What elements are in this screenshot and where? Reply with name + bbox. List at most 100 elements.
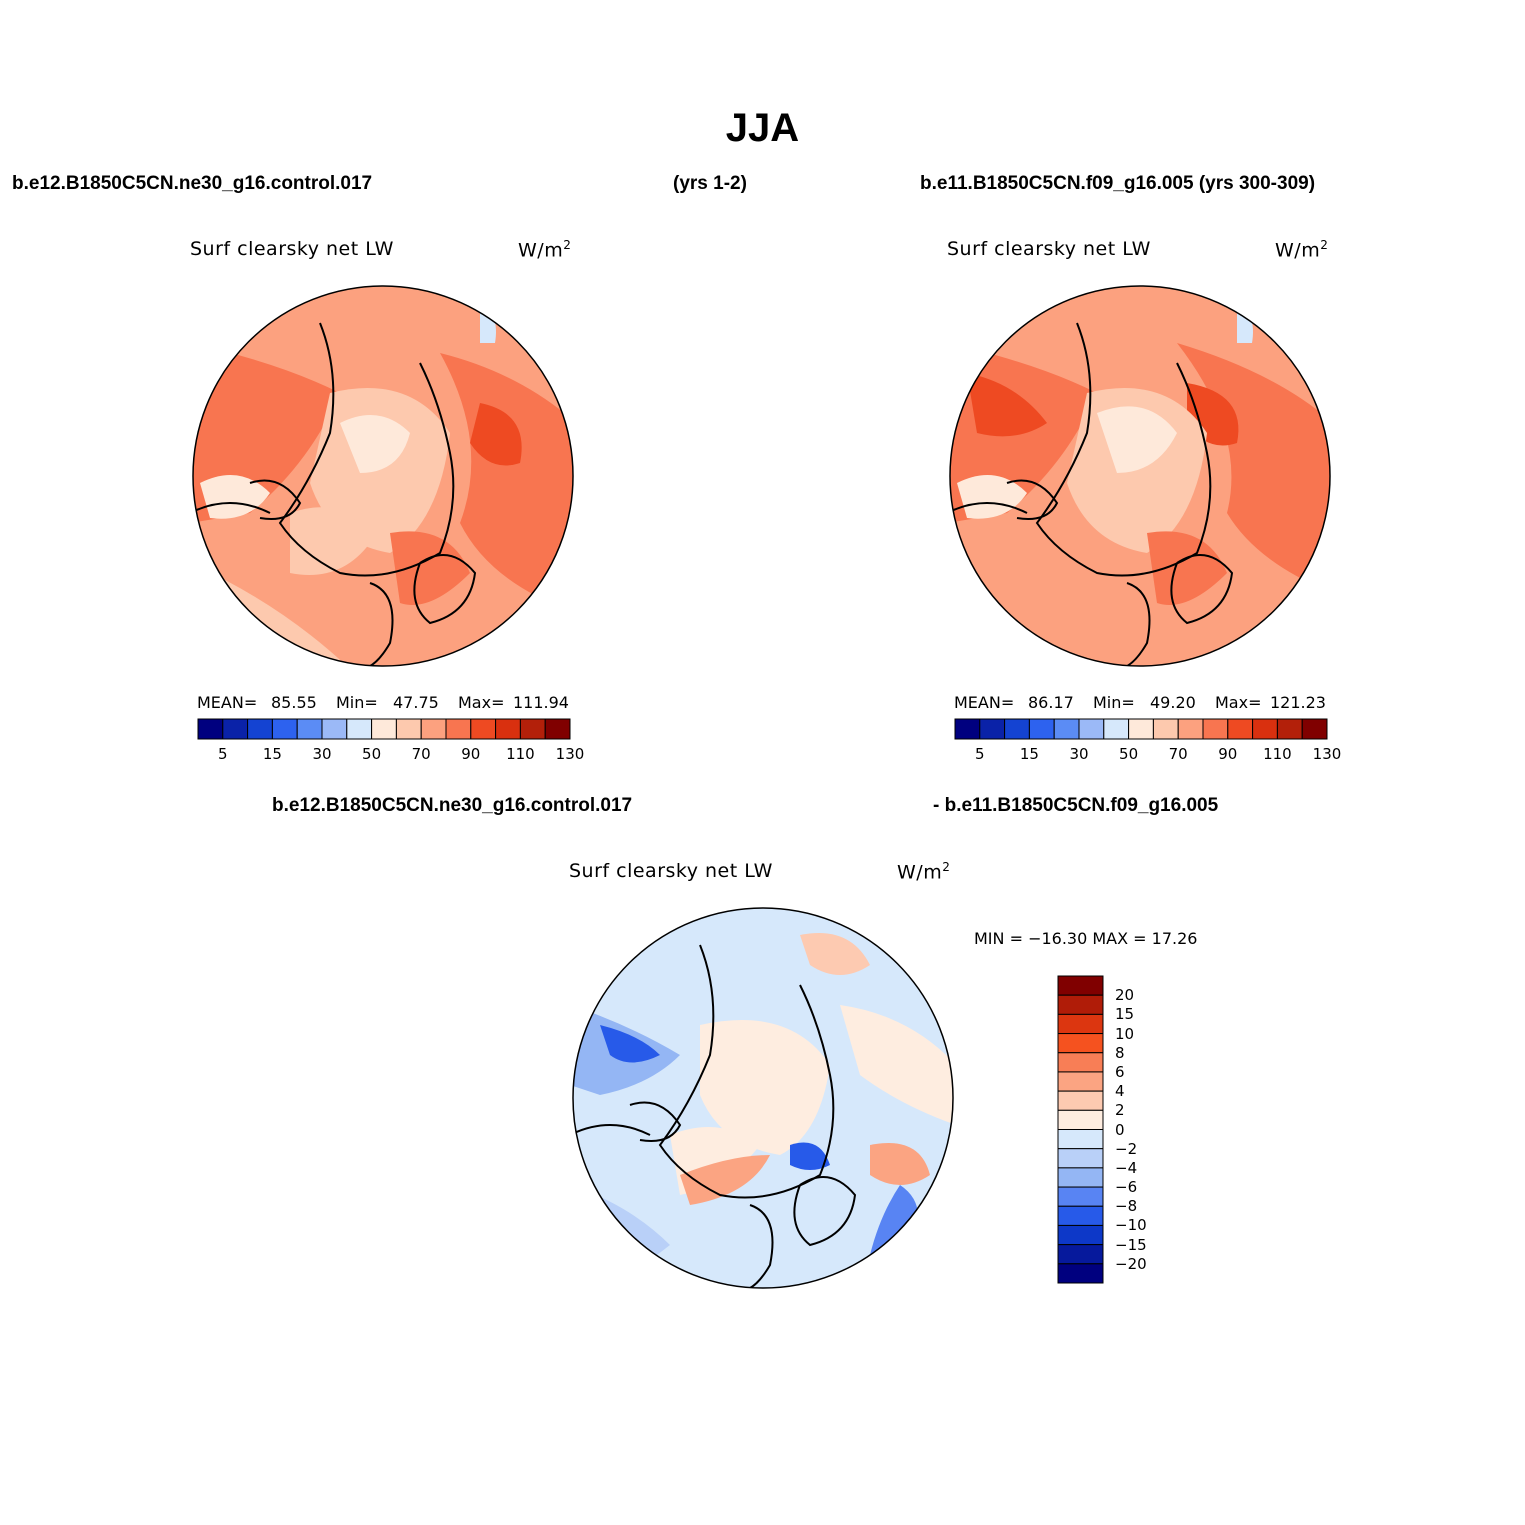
left-colorbar-tick-label: 70 [411,745,431,763]
right-colorbar-swatch [1078,718,1105,740]
diff-units-base: W/m [897,861,943,884]
difference-colorbar-tick-label: 0 [1115,1120,1125,1139]
diff-units: W/m2 [897,860,950,883]
difference-colorbar-tick-label: 8 [1115,1043,1125,1062]
right-colorbar-swatch [1227,718,1254,740]
difference-colorbar-tick-label: 2 [1115,1101,1125,1120]
difference-colorbar-swatch [1057,1244,1104,1265]
top-years-title: (yrs 1-2) [673,173,747,194]
left-units: W/m2 [518,238,571,261]
difference-colorbar-swatch [1057,1013,1104,1035]
difference-colorbar-tick-label: −8 [1115,1197,1138,1216]
right-colorbar-tick-label: 5 [975,745,985,763]
right-max-label: Max= [1215,693,1262,712]
left-colorbar [197,718,571,740]
top-left-case-title: b.e12.B1850C5CN.ne30_g16.control.017 [12,173,373,194]
right-colorbar-swatch [1177,718,1204,740]
left-units-exp: 2 [563,238,572,252]
left-max-value: 111.94 [513,693,569,712]
difference-colorbar-swatch [1057,1109,1104,1130]
right-units-exp: 2 [1320,238,1329,252]
right-colorbar-swatch [1053,718,1080,740]
right-max-value: 121.23 [1270,693,1326,712]
figure-title: JJA [725,106,800,150]
difference-colorbar-tick-label: −10 [1115,1216,1147,1235]
left-colorbar-tick-label: 50 [362,745,382,763]
left-colorbar-swatch [222,718,249,740]
difference-colorbar-tick-label: −15 [1115,1235,1147,1254]
diff-case-b-title: - b.e11.B1850C5CN.f09_g16.005 [933,795,1219,816]
left-colorbar-swatch [544,718,571,740]
right-units: W/m2 [1275,238,1328,261]
right-colorbar-swatch [1152,718,1179,740]
right-colorbar-swatch [979,718,1006,740]
left-colorbar-swatch [296,718,323,740]
left-colorbar-tick-label: 5 [218,745,228,763]
difference-colorbar-swatch [1057,1186,1104,1207]
left-variable-title: Surf clearsky net LW [190,238,394,260]
left-colorbar-tick-label: 30 [312,745,332,763]
difference-colorbar-swatch [1057,1148,1104,1169]
left-colorbar-swatch [321,718,348,740]
difference-colorbar-swatch [1057,1263,1104,1284]
right-colorbar-swatch [1202,718,1229,740]
difference-colorbar-tick-label: 4 [1115,1082,1125,1101]
right-colorbar-swatch [1128,718,1154,740]
left-colorbar-swatch [371,718,397,740]
left-colorbar-swatch [495,718,521,740]
difference-colorbar-tick-label: −2 [1115,1139,1138,1158]
right-colorbar-swatch [1301,718,1328,740]
right-colorbar-tick-label: 90 [1218,745,1238,763]
right-colorbar-tick-label: 110 [1263,745,1292,763]
right-units-base: W/m [1275,239,1321,262]
left-colorbar-swatch [470,718,497,740]
right-min-label: Min= [1093,693,1135,712]
difference-colorbar-swatch [1057,1205,1104,1226]
right-colorbar-swatch [954,718,981,740]
difference-colorbar-tick-label: 6 [1115,1062,1125,1081]
right-colorbar-swatch [1252,718,1278,740]
left-colorbar-swatch [395,718,422,740]
left-colorbar-tick-label: 110 [506,745,535,763]
right-colorbar-swatch [1028,718,1055,740]
right-mean-label: MEAN= [954,693,1015,712]
right-colorbar-tick-label: 70 [1168,745,1188,763]
left-max-label: Max= [458,693,505,712]
difference-colorbar-swatch [1057,975,1104,996]
left-polar-map [192,285,574,667]
right-colorbar-tick-label: 15 [1019,745,1039,763]
left-colorbar-tick-label: 15 [262,745,282,763]
left-colorbar-swatch [197,718,224,740]
right-variable-title: Surf clearsky net LW [947,238,1151,260]
difference-colorbar-tick-label: 20 [1115,986,1135,1005]
left-colorbar-swatch [247,718,273,740]
right-polar-map [949,285,1331,667]
right-colorbar-tick-label: 130 [1312,745,1342,763]
left-min-value: 47.75 [393,693,439,712]
top-right-case-title: b.e11.B1850C5CN.f09_g16.005 (yrs 300-309… [920,173,1316,194]
difference-colorbar-swatch [1057,1090,1104,1111]
difference-colorbar-swatch [1057,1129,1104,1150]
diff-minmax: MIN = −16.30 MAX = 17.26 [974,929,1198,948]
left-min-label: Min= [336,693,378,712]
left-colorbar-swatch [519,718,546,740]
left-colorbar-tick-label: 90 [461,745,481,763]
right-mean-value: 86.17 [1028,693,1074,712]
diff-units-exp: 2 [942,860,951,874]
right-min-value: 49.20 [1150,693,1196,712]
difference-colorbar-swatch [1057,994,1104,1015]
right-colorbar-tick-label: 30 [1069,745,1089,763]
right-colorbar-swatch [1276,718,1303,740]
difference-colorbar-tick-label: −6 [1115,1178,1138,1197]
left-units-base: W/m [518,239,564,262]
difference-polar-map [572,907,954,1289]
diff-variable-title: Surf clearsky net LW [569,860,773,882]
difference-colorbar-swatch [1057,1224,1104,1246]
right-colorbar-swatch [1004,718,1030,740]
difference-colorbar-tick-label: −20 [1115,1254,1147,1273]
left-colorbar-swatch [271,718,298,740]
left-mean-value: 85.55 [271,693,317,712]
diff-case-a-title: b.e12.B1850C5CN.ne30_g16.control.017 [272,795,633,816]
left-colorbar-swatch [420,718,447,740]
difference-colorbar-swatch [1057,1052,1104,1073]
